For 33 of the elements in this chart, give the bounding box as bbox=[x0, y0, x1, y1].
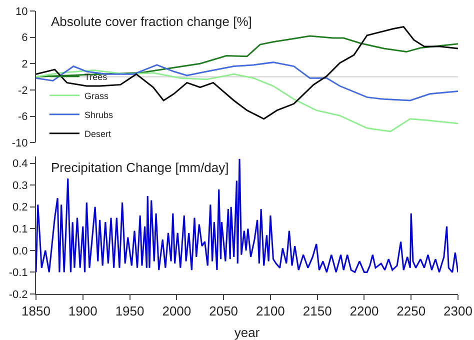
y-tick-label: -0.1 bbox=[8, 267, 28, 280]
line-series bbox=[36, 158, 458, 273]
y-tick-label: 0.3 bbox=[12, 180, 28, 192]
line-series bbox=[36, 62, 458, 102]
y-tick-label: -2 bbox=[18, 84, 28, 97]
y-tick-label: 0.0 bbox=[12, 245, 28, 258]
y-tick-label: 10 bbox=[16, 6, 28, 18]
x-tick-label: 2200 bbox=[350, 304, 379, 319]
legend-label: Grass bbox=[84, 90, 109, 101]
legend-label: Shrubs bbox=[84, 110, 114, 120]
x-tick-label: 1900 bbox=[68, 304, 98, 319]
y-tick-label: -6 bbox=[18, 111, 28, 124]
x-tick-label: 2150 bbox=[302, 304, 332, 319]
x-tick-label: 2000 bbox=[162, 304, 192, 319]
x-axis-title: year bbox=[234, 325, 260, 340]
y-tick-label: 0.1 bbox=[12, 223, 28, 236]
y-tick-label: 0.2 bbox=[12, 202, 28, 214]
legend-label: Desert bbox=[84, 128, 112, 139]
x-tick-label: 2050 bbox=[209, 304, 238, 319]
x-tick-label: 1950 bbox=[115, 304, 144, 319]
legend-label: Trees bbox=[84, 72, 108, 82]
y-tick-label: 0.4 bbox=[12, 158, 28, 170]
x-tick-label: 2250 bbox=[396, 304, 426, 319]
chart-title: Precipitation Change [mm/day] bbox=[51, 160, 229, 175]
x-tick-label: 2300 bbox=[444, 304, 472, 319]
line-series bbox=[36, 69, 458, 132]
y-tick-label: -0.2 bbox=[8, 288, 28, 301]
x-tick-label: 1850 bbox=[22, 304, 50, 319]
y-tick-label: 6 bbox=[22, 32, 28, 44]
y-tick-label: -10 bbox=[12, 137, 28, 150]
chart-title: Absolute cover fraction change [%] bbox=[51, 14, 252, 29]
y-tick-label: 2 bbox=[22, 58, 28, 70]
x-tick-label: 2100 bbox=[256, 304, 285, 319]
